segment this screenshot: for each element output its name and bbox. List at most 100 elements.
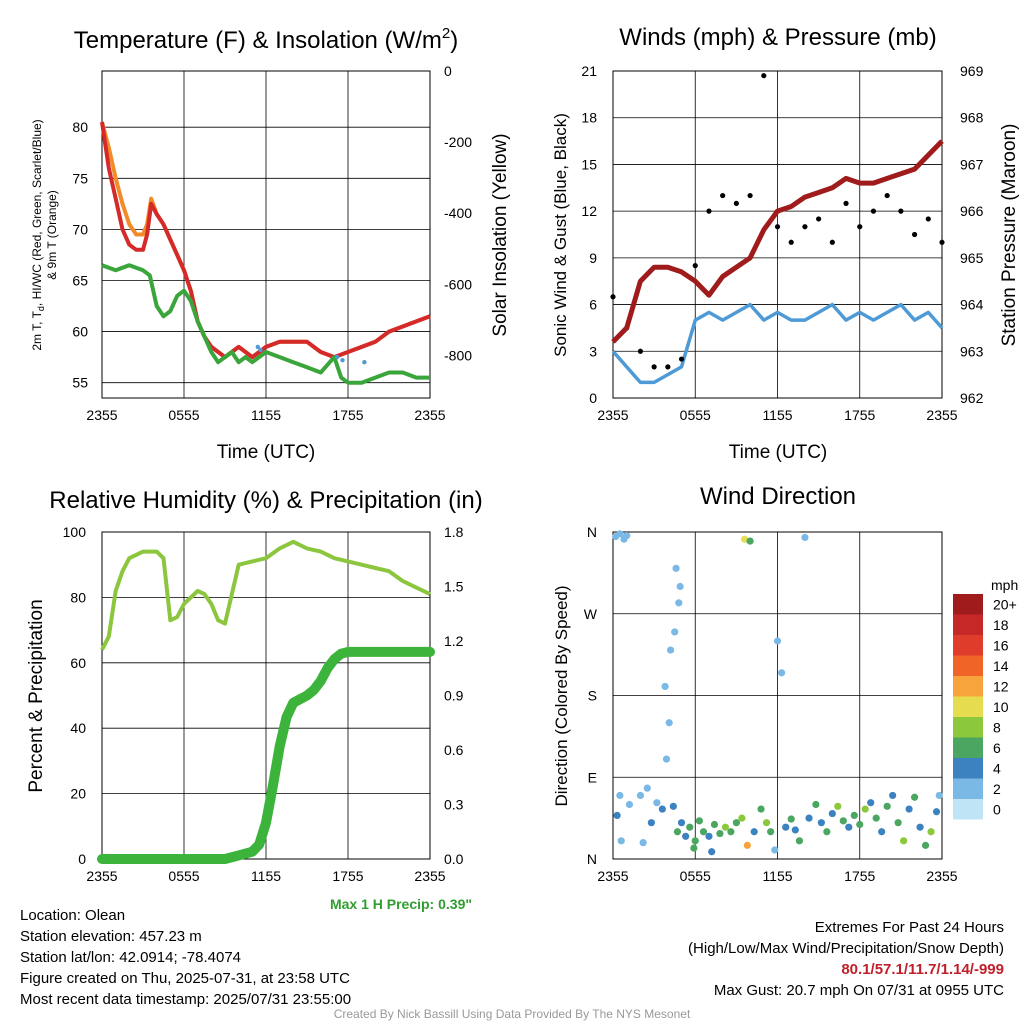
legend-swatch xyxy=(953,655,983,676)
direction-point xyxy=(778,669,786,677)
direction-point xyxy=(905,805,913,813)
legend-label: 2 xyxy=(993,781,1001,797)
x-axis-label: Time (UTC) xyxy=(729,442,828,463)
max-gust-text: Max Gust: 20.7 mph On 07/31 at 0955 UTC xyxy=(713,982,1004,999)
y2-tick-label: 964 xyxy=(960,297,984,313)
chart-title: Temperature (F) & Insolation (W/m2) xyxy=(74,25,458,54)
y2-tick-label: 969 xyxy=(960,63,984,79)
x-tick-label: 0555 xyxy=(680,407,711,423)
x-tick-label: 2355 xyxy=(926,868,957,884)
x-tick-label: 1155 xyxy=(762,868,792,884)
winds-pressure-chart: 2355 0555 1155 1755 235503691215182196296396… xyxy=(551,24,1020,463)
y2-tick-label: -400 xyxy=(444,205,472,221)
y2-tick-label: 968 xyxy=(960,110,984,126)
y-tick-label: E xyxy=(588,769,597,785)
y2-tick-label: 0 xyxy=(444,63,452,79)
y2-tick-label: 965 xyxy=(960,250,984,266)
gust-dot xyxy=(692,263,698,269)
y2-tick-label: -600 xyxy=(444,276,472,292)
y-tick-label: N xyxy=(587,851,597,867)
x-axis-label: Time (UTC) xyxy=(217,442,316,463)
gust-dot xyxy=(637,348,644,354)
temp-dot xyxy=(258,347,263,353)
y-tick-label: 6 xyxy=(589,297,597,313)
y-tick-label: 60 xyxy=(70,655,86,671)
direction-point xyxy=(682,832,690,840)
y2-tick-label: 0.9 xyxy=(444,688,464,704)
legend-swatch xyxy=(953,696,983,717)
direction-point xyxy=(861,805,869,813)
gust-dot xyxy=(610,294,616,300)
direction-point xyxy=(695,817,703,825)
legend-swatch xyxy=(953,594,983,615)
legend-label: 14 xyxy=(993,658,1009,674)
gust-dot xyxy=(706,208,712,214)
red-temp-line xyxy=(100,121,431,360)
y2-tick-label: -200 xyxy=(444,134,472,150)
gust-dot xyxy=(774,224,781,230)
y-tick-label: S xyxy=(588,688,597,704)
y-tick-label: 65 xyxy=(72,272,88,288)
direction-point xyxy=(669,802,677,810)
y-tick-label: 60 xyxy=(72,324,88,340)
y-tick-label: 55 xyxy=(72,375,88,391)
meteogram-figure: 2355 0555 1155 1755 23555560657075800-200-40… xyxy=(26,24,1020,884)
legend-label: 0 xyxy=(993,801,1001,817)
temp-dot xyxy=(255,344,260,350)
direction-point xyxy=(767,828,775,836)
rh-line xyxy=(100,539,431,651)
y-tick-label: 12 xyxy=(581,203,597,219)
direction-point xyxy=(616,530,624,538)
legend-label: 4 xyxy=(993,760,1001,776)
direction-point xyxy=(710,820,719,829)
temp-dot xyxy=(340,357,345,363)
direction-point xyxy=(675,599,683,607)
direction-point xyxy=(665,719,673,727)
legend-swatch xyxy=(953,635,983,656)
direction-point xyxy=(727,828,735,836)
direction-point xyxy=(935,791,943,800)
extremes-title: Extremes For Past 24 Hours xyxy=(814,919,1004,936)
direction-point xyxy=(787,815,795,823)
direction-point xyxy=(625,800,634,809)
direction-point xyxy=(805,814,813,822)
direction-point xyxy=(743,841,751,849)
gust-dot xyxy=(843,200,849,206)
direction-point xyxy=(613,811,621,820)
direction-point xyxy=(741,535,749,543)
gust-dot xyxy=(884,192,890,199)
direction-point xyxy=(647,819,655,827)
direction-point xyxy=(666,646,675,654)
gust-dot xyxy=(816,216,822,222)
direction-point xyxy=(623,532,631,540)
legend-swatch xyxy=(953,799,983,820)
y-tick-label: 0 xyxy=(78,851,86,867)
direction-point xyxy=(921,841,930,849)
extremes-values: 80.1/57.1/11.7/1.14/-999 xyxy=(841,961,1004,978)
direction-point xyxy=(834,802,842,810)
direction-point xyxy=(677,819,686,827)
y2-tick-label: 0.6 xyxy=(444,742,464,758)
x-tick-label: 0555 xyxy=(168,868,199,884)
y2-axis-label: Solar Insolation (Yellow) xyxy=(490,133,511,336)
wind-speed-legend: mph 20+ 18 16 14 12 10 8 6 4 2 0 xyxy=(953,577,1018,820)
direction-point xyxy=(773,637,782,645)
gust-dot xyxy=(651,364,657,370)
y2-tick-label: 1.2 xyxy=(444,633,464,649)
direction-point xyxy=(771,846,779,854)
x-tick-label: 2355 xyxy=(86,868,117,884)
legend-label: 8 xyxy=(993,719,1001,735)
direction-point xyxy=(676,582,684,591)
chart-title: Winds (mph) & Pressure (mb) xyxy=(619,24,936,51)
direction-point xyxy=(708,848,716,856)
legend-label: 16 xyxy=(993,637,1009,653)
direction-point xyxy=(927,828,935,836)
direction-point xyxy=(690,844,698,852)
temperature-chart: 2355 0555 1155 1755 2355 55 60 65 70 75 80 0 -200 -40… xyxy=(30,25,511,463)
direction-point xyxy=(699,828,708,836)
y2-tick-label: 1.5 xyxy=(444,579,464,595)
x-tick-label: 2355 xyxy=(597,407,628,423)
y-axis-label: Sonic Wind & Gust (Blue, Black) xyxy=(551,113,570,357)
x-tick-label: 2355 xyxy=(86,407,117,423)
